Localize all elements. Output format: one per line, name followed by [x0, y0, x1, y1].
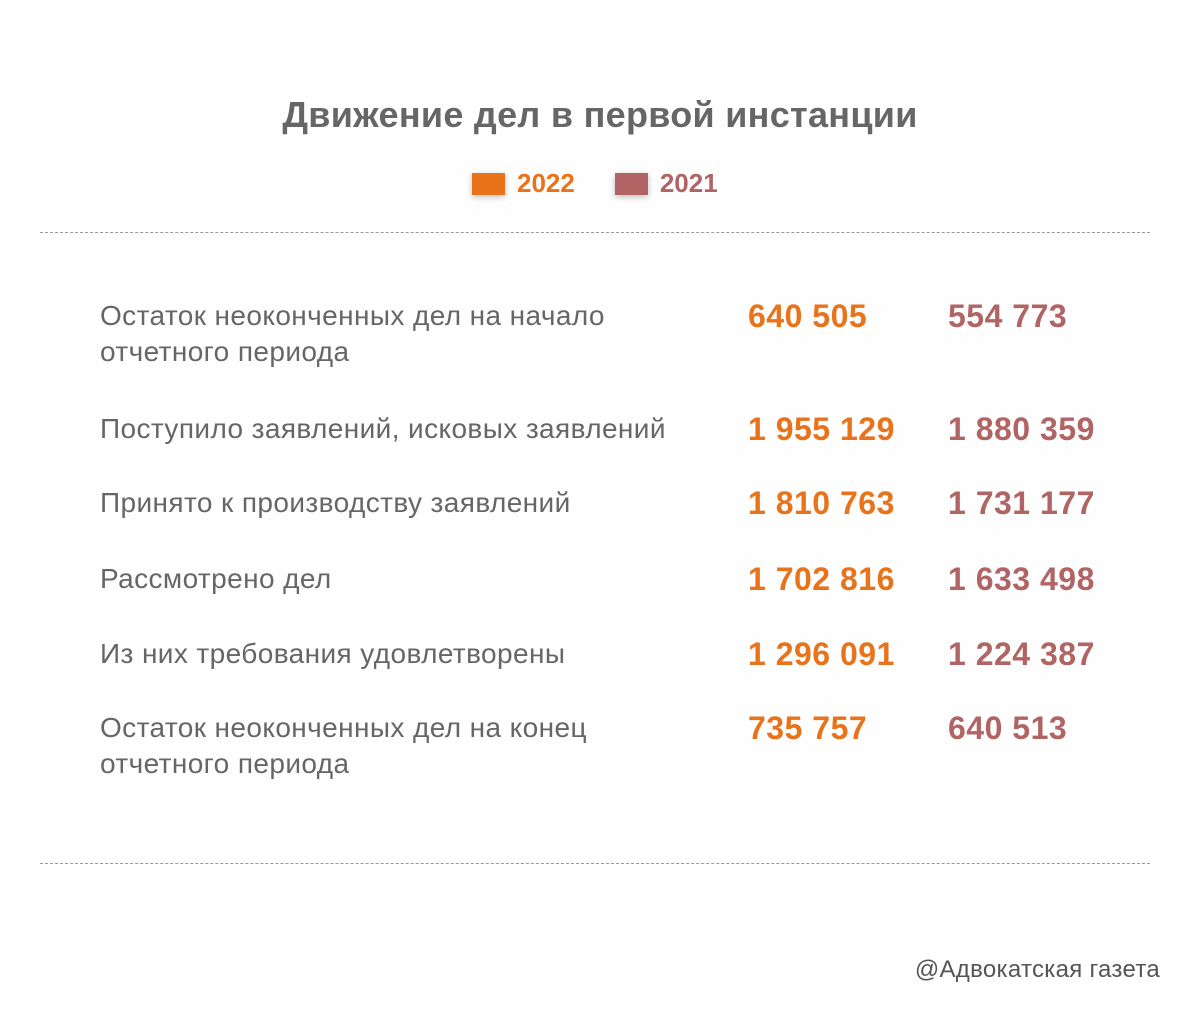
legend-item-2022: 2022	[472, 168, 575, 199]
value-2021: 1 731 177	[948, 485, 1095, 521]
row-label: Поступило заявлений, исковых заявлений	[100, 413, 666, 444]
value-2022: 735 757	[748, 710, 868, 746]
legend-item-2021: 2021	[614, 168, 718, 199]
legend-label-2022: 2022	[517, 168, 575, 198]
legend-label-2021: 2021	[659, 168, 718, 198]
top-divider	[40, 232, 1150, 233]
credit-text: @Адвокатская газета	[914, 956, 1160, 983]
value-2021: 554 773	[948, 298, 1068, 334]
row-label: Рассмотрено дел	[100, 563, 332, 594]
bottom-divider	[40, 863, 1150, 864]
value-2022: 1 955 129	[748, 411, 895, 447]
value-2021: 1 880 359	[948, 411, 1095, 447]
value-2021: 640 513	[948, 710, 1068, 746]
legend-swatch-2022	[472, 172, 505, 195]
row-label: Принято к производству заявлений	[100, 487, 571, 518]
chart-title: Движение дел в первой инстанции	[282, 94, 918, 135]
value-2021: 1 224 387	[948, 636, 1095, 672]
value-2022: 1 296 091	[748, 636, 895, 672]
row-label: Остаток неоконченных дел на конец отчетн…	[100, 712, 587, 779]
legend: 2022 2021	[472, 168, 758, 199]
value-2021: 1 633 498	[948, 561, 1095, 597]
legend-swatch-2021	[614, 172, 648, 195]
row-label: Остаток неоконченных дел на начало отчет…	[100, 300, 605, 367]
value-2022: 640 505	[748, 298, 868, 334]
value-2022: 1 702 816	[748, 561, 895, 597]
value-2022: 1 810 763	[748, 485, 895, 521]
row-label: Из них требования удовлетворены	[100, 638, 566, 669]
